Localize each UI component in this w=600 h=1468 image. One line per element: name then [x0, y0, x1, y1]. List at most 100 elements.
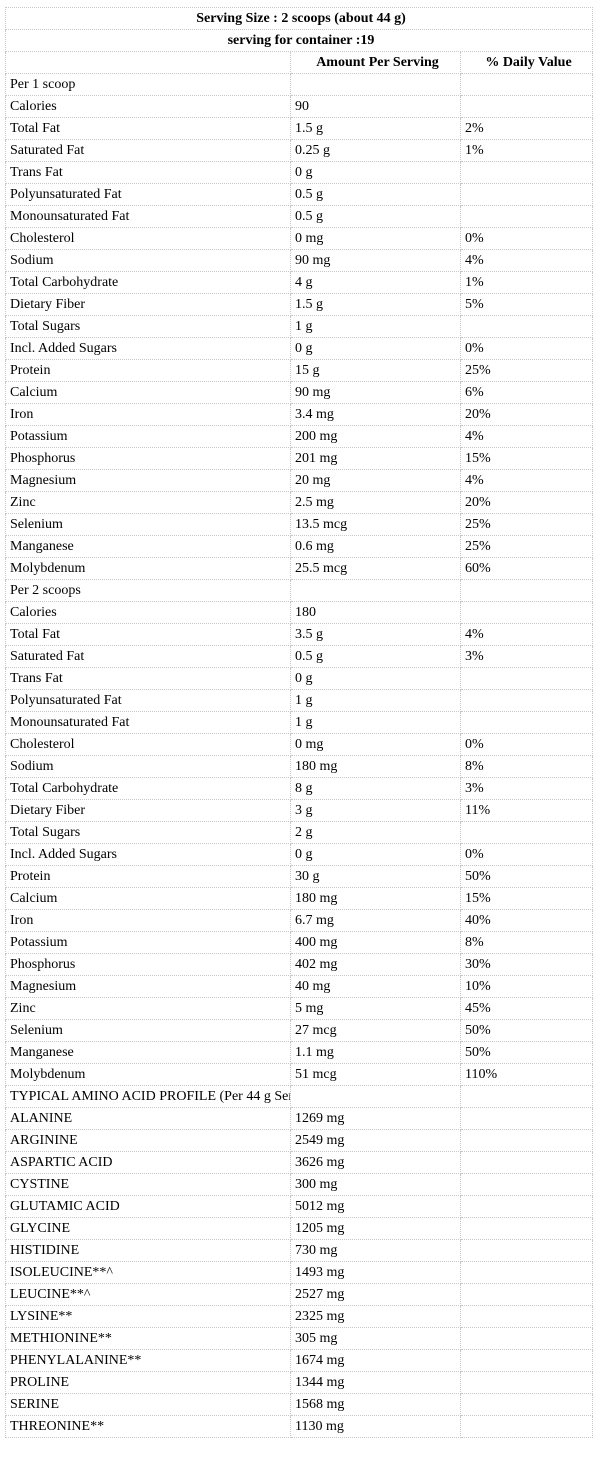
table-row: Dietary Fiber 3 g 11%: [5, 800, 593, 822]
nutrient-name: Calcium: [5, 382, 291, 404]
table-row: LEUCINE**^ 2527 mg: [5, 1284, 593, 1306]
table-row: Calcium 90 mg 6%: [5, 382, 593, 404]
table-row: Saturated Fat 0.25 g 1%: [5, 140, 593, 162]
nutrient-name: Trans Fat: [5, 668, 291, 690]
nutrition-table-body: Serving Size : 2 scoops (about 44 g) ser…: [5, 7, 593, 1438]
nutrient-name: Total Fat: [5, 624, 291, 646]
amount-per-serving: 6.7 mg: [291, 910, 461, 932]
daily-value: 15%: [461, 888, 593, 910]
table-row: Total Carbohydrate 8 g 3%: [5, 778, 593, 800]
amount-per-serving: 0 g: [291, 162, 461, 184]
table-row: Phosphorus 402 mg 30%: [5, 954, 593, 976]
table-row: CYSTINE 300 mg: [5, 1174, 593, 1196]
nutrient-name: Total Fat: [5, 118, 291, 140]
nutrient-name: LEUCINE**^: [5, 1284, 291, 1306]
amount-per-serving: 1344 mg: [291, 1372, 461, 1394]
nutrient-name: Magnesium: [5, 976, 291, 998]
daily-value: 20%: [461, 492, 593, 514]
table-row: Protein 15 g 25%: [5, 360, 593, 382]
table-row: TYPICAL AMINO ACID PROFILE (Per 44 g Ser…: [5, 1086, 593, 1108]
table-row: Cholesterol 0 mg 0%: [5, 228, 593, 250]
amount-per-serving: 13.5 mcg: [291, 514, 461, 536]
nutrient-name: LYSINE**: [5, 1306, 291, 1328]
daily-value: 25%: [461, 514, 593, 536]
table-row: Saturated Fat 0.5 g 3%: [5, 646, 593, 668]
amount-per-serving: 4 g: [291, 272, 461, 294]
amount-per-serving: 0 mg: [291, 228, 461, 250]
amount-per-serving: 730 mg: [291, 1240, 461, 1262]
table-row: LYSINE** 2325 mg: [5, 1306, 593, 1328]
table-row: Total Fat 1.5 g 2%: [5, 118, 593, 140]
nutrient-name: Manganese: [5, 536, 291, 558]
daily-value: 25%: [461, 536, 593, 558]
column-header-daily-value: % Daily Value: [461, 52, 593, 74]
amount-per-serving: 400 mg: [291, 932, 461, 954]
amount-per-serving: 90: [291, 96, 461, 118]
nutrition-table: Serving Size : 2 scoops (about 44 g) ser…: [5, 7, 593, 1438]
table-row: Total Sugars 1 g: [5, 316, 593, 338]
daily-value: 50%: [461, 1042, 593, 1064]
table-row: Molybdenum 25.5 mcg 60%: [5, 558, 593, 580]
nutrient-name: Total Sugars: [5, 316, 291, 338]
amount-per-serving: 0.6 mg: [291, 536, 461, 558]
amount-per-serving: 2325 mg: [291, 1306, 461, 1328]
daily-value: [461, 162, 593, 184]
table-row: Total Fat 3.5 g 4%: [5, 624, 593, 646]
amount-per-serving: [291, 74, 461, 96]
serving-size: Serving Size : 2 scoops (about 44 g): [5, 7, 593, 30]
amount-per-serving: 1568 mg: [291, 1394, 461, 1416]
daily-value: [461, 1218, 593, 1240]
amount-per-serving: 180: [291, 602, 461, 624]
amount-per-serving: 0 mg: [291, 734, 461, 756]
column-header-amount: Amount Per Serving: [291, 52, 461, 74]
table-row: ISOLEUCINE**^ 1493 mg: [5, 1262, 593, 1284]
table-row: Sodium 180 mg 8%: [5, 756, 593, 778]
daily-value: [461, 1108, 593, 1130]
nutrient-name: SERINE: [5, 1394, 291, 1416]
amount-per-serving: 200 mg: [291, 426, 461, 448]
daily-value: [461, 1196, 593, 1218]
daily-value: 0%: [461, 338, 593, 360]
amount-per-serving: 1.5 g: [291, 294, 461, 316]
table-row: Calcium 180 mg 15%: [5, 888, 593, 910]
table-row: PROLINE 1344 mg: [5, 1372, 593, 1394]
table-row: ASPARTIC ACID 3626 mg: [5, 1152, 593, 1174]
nutrient-name: Per 2 scoops: [5, 580, 291, 602]
servings-per-container-row: serving for container :19: [5, 30, 593, 52]
amount-per-serving: 51 mcg: [291, 1064, 461, 1086]
amount-per-serving: 5 mg: [291, 998, 461, 1020]
amount-per-serving: 1 g: [291, 690, 461, 712]
serving-size-row: Serving Size : 2 scoops (about 44 g): [5, 7, 593, 30]
daily-value: [461, 1328, 593, 1350]
table-row: Phosphorus 201 mg 15%: [5, 448, 593, 470]
nutrient-name: Dietary Fiber: [5, 800, 291, 822]
nutrient-name: GLUTAMIC ACID: [5, 1196, 291, 1218]
table-row: Molybdenum 51 mcg 110%: [5, 1064, 593, 1086]
amount-per-serving: 1.5 g: [291, 118, 461, 140]
daily-value: [461, 74, 593, 96]
table-row: Cholesterol 0 mg 0%: [5, 734, 593, 756]
daily-value: [461, 1174, 593, 1196]
daily-value: [461, 1416, 593, 1438]
nutrient-name: Potassium: [5, 932, 291, 954]
table-row: Potassium 200 mg 4%: [5, 426, 593, 448]
amount-per-serving: 0.5 g: [291, 646, 461, 668]
daily-value: 5%: [461, 294, 593, 316]
table-row: Iron 3.4 mg 20%: [5, 404, 593, 426]
amount-per-serving: 8 g: [291, 778, 461, 800]
nutrient-name: Polyunsaturated Fat: [5, 690, 291, 712]
table-row: THREONINE** 1130 mg: [5, 1416, 593, 1438]
daily-value: [461, 1130, 593, 1152]
table-row: Per 1 scoop: [5, 74, 593, 96]
daily-value: [461, 1284, 593, 1306]
daily-value: 4%: [461, 470, 593, 492]
table-row: GLUTAMIC ACID 5012 mg: [5, 1196, 593, 1218]
daily-value: [461, 1306, 593, 1328]
amount-per-serving: 90 mg: [291, 382, 461, 404]
daily-value: [461, 184, 593, 206]
daily-value: 45%: [461, 998, 593, 1020]
nutrient-name: ISOLEUCINE**^: [5, 1262, 291, 1284]
daily-value: 40%: [461, 910, 593, 932]
daily-value: 8%: [461, 756, 593, 778]
nutrient-name: Saturated Fat: [5, 140, 291, 162]
